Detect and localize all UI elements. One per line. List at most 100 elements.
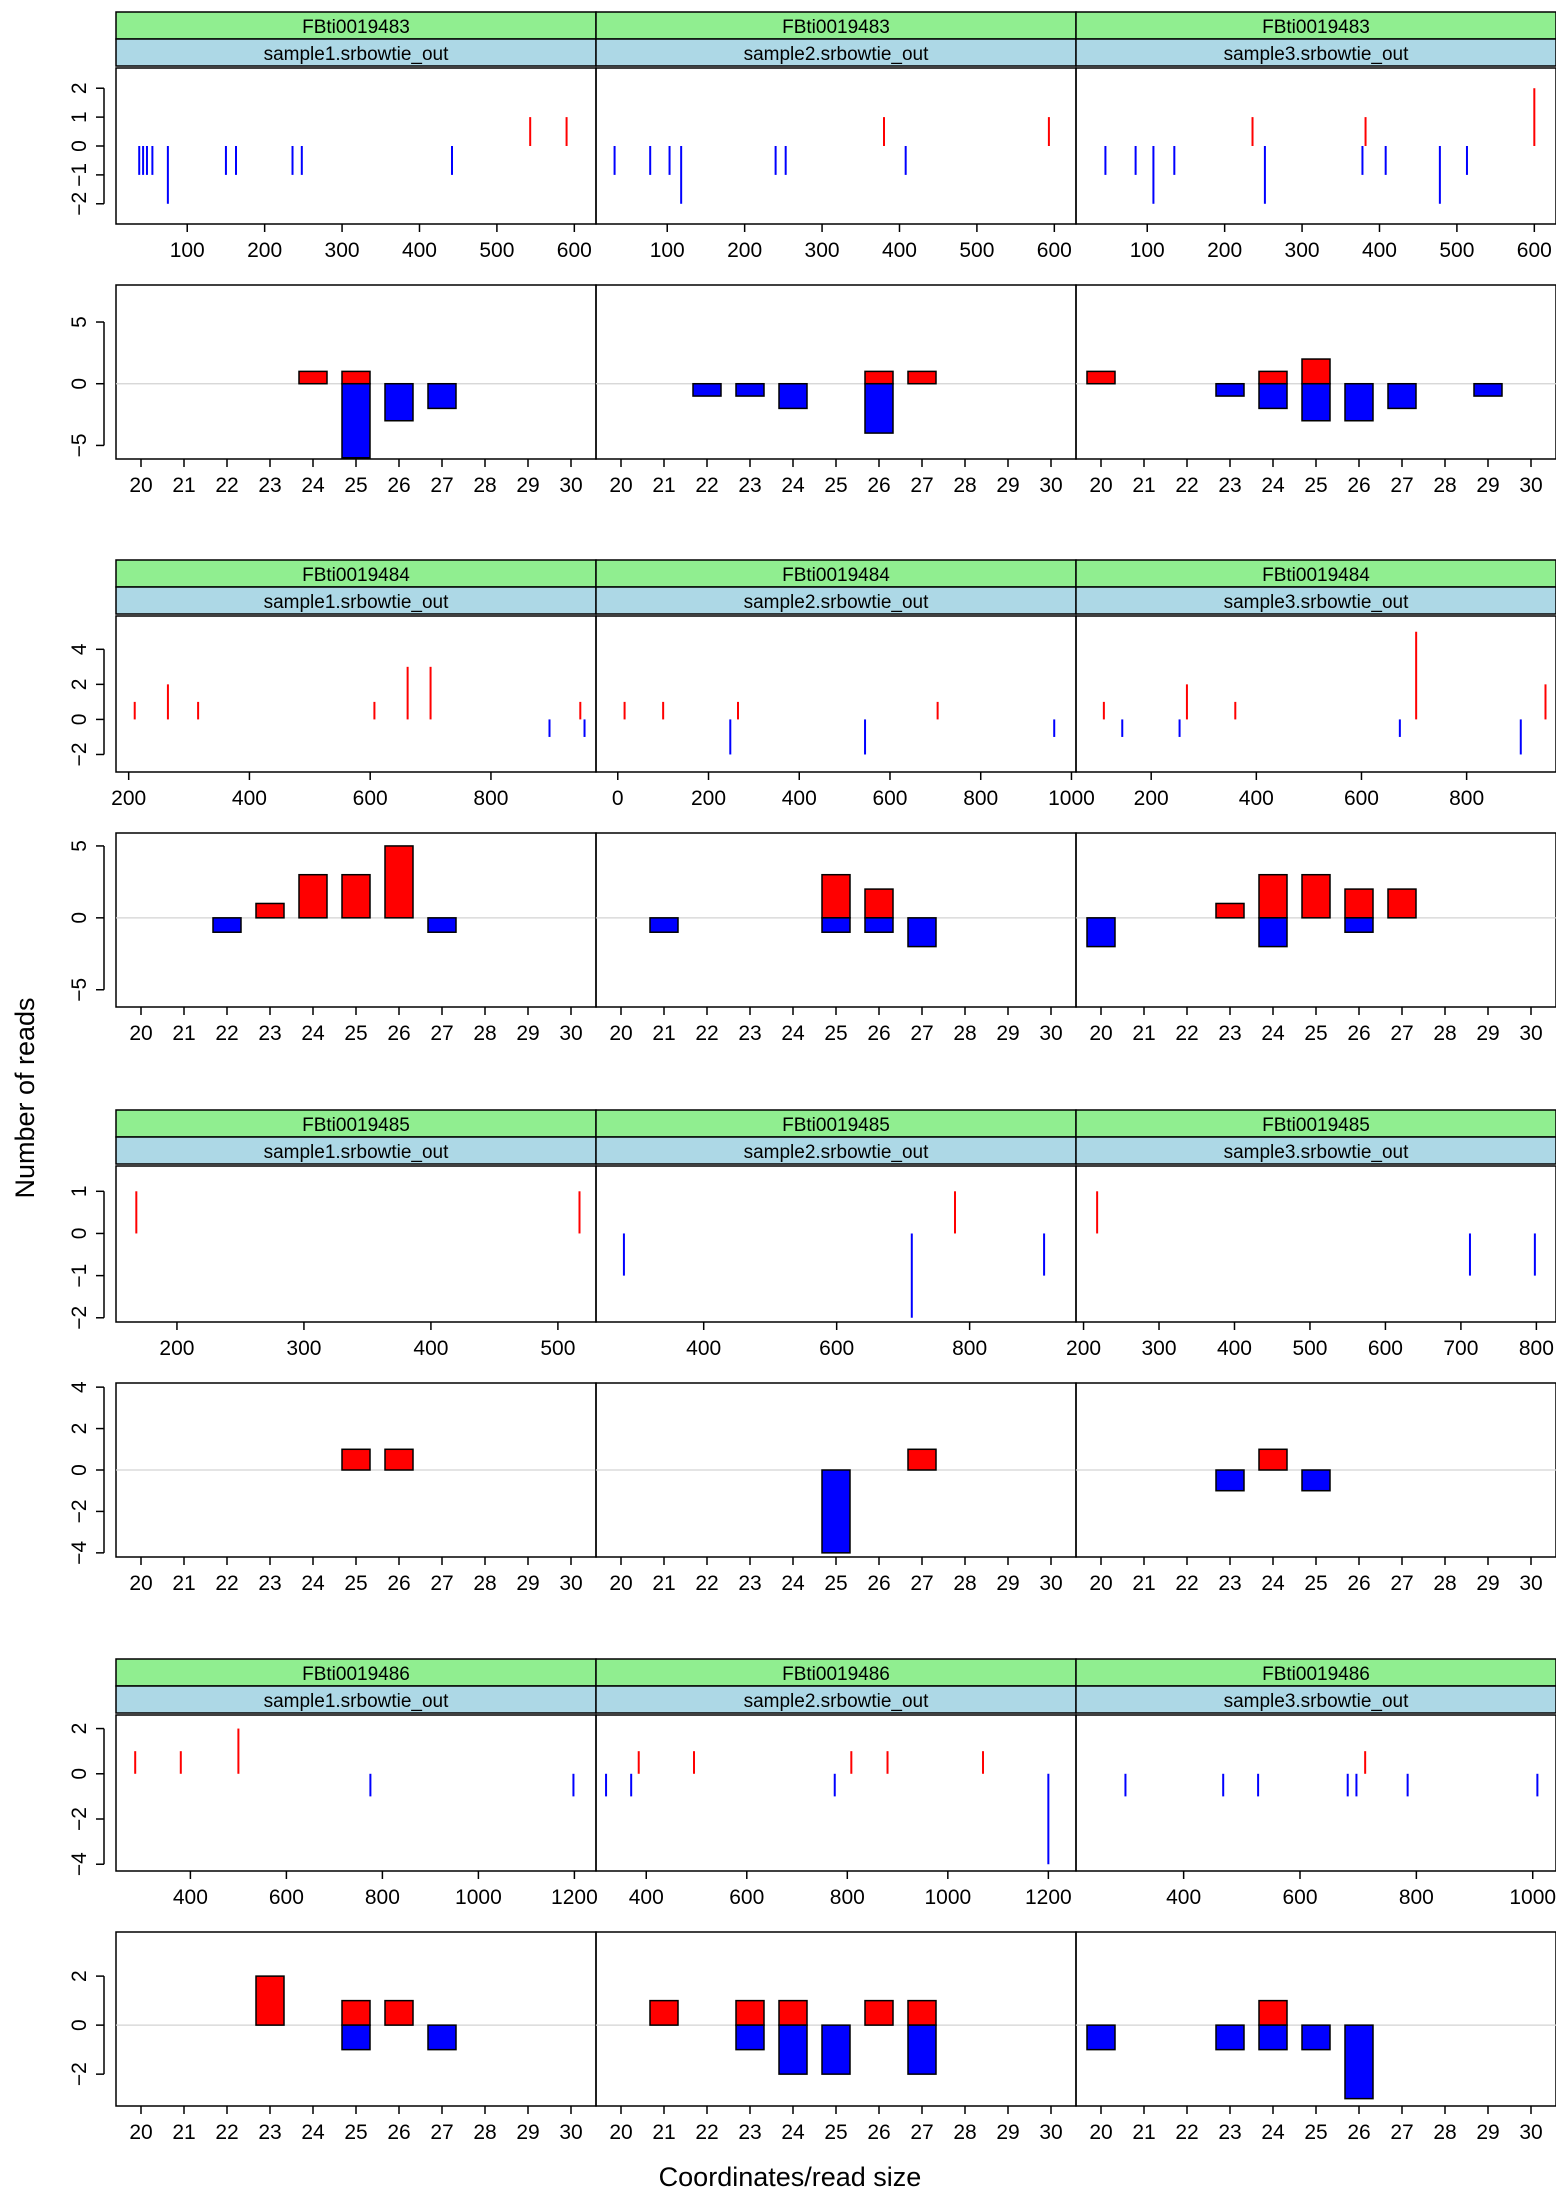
coverage-x-tick-label: 800	[1399, 1886, 1434, 1909]
size-x-tick-label: 23	[258, 1572, 281, 1595]
size-bar-positive	[1086, 370, 1116, 385]
size-x-tick-label: 25	[824, 1572, 847, 1595]
strip-sample	[1075, 586, 1556, 615]
size-bar-positive	[1301, 873, 1331, 919]
coverage-x-tick-label: 300	[805, 239, 840, 262]
size-bar-positive	[341, 1448, 371, 1471]
size-x-tick-label: 21	[172, 1572, 195, 1595]
size-x-tick-label: 27	[430, 2121, 453, 2144]
size-y-tick-label: −5	[68, 433, 91, 457]
size-y-tick-label: 5	[68, 316, 91, 328]
size-x-tick-label: 26	[1347, 1022, 1370, 1045]
size-x-tick-label: 21	[1132, 1572, 1155, 1595]
size-x-tick-label: 23	[1218, 474, 1241, 497]
size-x-tick-label: 29	[516, 474, 539, 497]
strip-element-label: FBti0019486	[302, 1664, 410, 1685]
size-y-tick-label: −5	[68, 978, 91, 1002]
size-bar-positive	[907, 370, 937, 385]
te-group-FBti0019483: FBti0019483 sample1.srbowtie_out FBti00194…	[68, 11, 1556, 497]
size-bar-positive	[1258, 873, 1288, 919]
size-x-tick-label: 27	[910, 1022, 933, 1045]
coverage-y-tick-label: 2	[68, 1723, 91, 1735]
size-x-tick-label: 26	[387, 1022, 410, 1045]
size-x-tick-label: 22	[215, 1572, 238, 1595]
size-x-tick-label: 26	[867, 474, 890, 497]
size-x-tick-label: 27	[910, 1572, 933, 1595]
size-x-tick-label: 26	[1347, 474, 1370, 497]
size-x-tick-label: 22	[1175, 474, 1198, 497]
size-bar-negative	[1258, 2024, 1288, 2051]
size-x-tick-label: 24	[1261, 474, 1285, 497]
strip-element-label: FBti0019485	[1262, 1115, 1370, 1136]
size-bar-negative	[821, 917, 851, 933]
size-x-tick-label: 27	[430, 1572, 453, 1595]
strip-sample-label: sample1.srbowtie_out	[264, 1691, 450, 1712]
coverage-x-tick-label: 200	[1207, 239, 1242, 262]
size-bar-negative	[1258, 917, 1288, 948]
size-x-tick-label: 29	[1476, 474, 1499, 497]
size-x-tick-label: 29	[1476, 2121, 1499, 2144]
size-x-tick-label: 23	[738, 1022, 761, 1045]
coverage-x-tick-label: 100	[170, 239, 205, 262]
coverage-x-tick-label: 800	[952, 1337, 987, 1360]
size-bar-positive	[1258, 370, 1288, 385]
coverage-x-tick-label: 600	[1517, 239, 1552, 262]
size-bar-negative	[735, 382, 765, 397]
strip-element-label: FBti0019485	[782, 1115, 890, 1136]
coverage-y-tick-label: 1	[68, 111, 91, 123]
coverage-y-tick-label: −2	[68, 1807, 91, 1831]
strip-sample-label: sample1.srbowtie_out	[264, 44, 450, 65]
coverage-x-tick-label: 600	[1282, 1886, 1317, 1909]
size-bar-negative	[1301, 382, 1331, 422]
size-y-tick-label: −2	[68, 1499, 91, 1523]
coverage-x-tick-label: 200	[691, 787, 726, 810]
size-x-tick-label: 21	[1132, 2121, 1155, 2144]
size-x-tick-label: 29	[516, 1572, 539, 1595]
strip-sample	[115, 586, 597, 615]
size-bar-positive	[1344, 888, 1374, 919]
size-bar-positive	[384, 845, 414, 919]
size-bar-negative	[735, 2024, 765, 2051]
size-bar-negative	[1301, 1469, 1331, 1492]
coverage-x-tick-label: 400	[686, 1337, 721, 1360]
size-bar-negative	[1473, 382, 1503, 397]
size-x-tick-label: 26	[387, 474, 410, 497]
size-bar-negative	[341, 382, 371, 459]
size-bar-positive	[1258, 1999, 1288, 2026]
size-x-tick-label: 25	[824, 474, 847, 497]
size-x-tick-label: 24	[781, 2121, 805, 2144]
coverage-y-tick-label: −2	[68, 1306, 91, 1330]
size-x-tick-label: 20	[129, 1022, 152, 1045]
size-x-tick-label: 24	[1261, 2121, 1285, 2144]
size-x-tick-label: 21	[172, 2121, 195, 2144]
size-bar-positive	[298, 873, 328, 919]
size-x-tick-label: 30	[1519, 1572, 1542, 1595]
coverage-y-tick-label: −4	[68, 1852, 91, 1876]
size-x-tick-label: 27	[1390, 1022, 1413, 1045]
size-y-tick-label: 5	[68, 840, 91, 852]
coverage-x-tick-label: 400	[1239, 787, 1274, 810]
size-x-tick-label: 23	[258, 2121, 281, 2144]
strip-element-label: FBti0019484	[1262, 565, 1370, 586]
strip-sample-label: sample2.srbowtie_out	[744, 592, 930, 613]
strip-element-label: FBti0019484	[782, 565, 890, 586]
size-x-tick-label: 28	[473, 2121, 496, 2144]
size-x-tick-label: 30	[559, 1572, 582, 1595]
size-x-tick-label: 30	[1039, 1022, 1062, 1045]
size-x-tick-label: 25	[824, 1022, 847, 1045]
coverage-y-tick-label: 0	[68, 1768, 91, 1780]
size-bar-negative	[1301, 2024, 1331, 2051]
size-x-tick-label: 22	[1175, 2121, 1198, 2144]
strip-element	[1075, 11, 1556, 40]
coverage-panel-frame	[1075, 1714, 1556, 1872]
size-y-tick-label: 0	[68, 912, 91, 924]
size-bar-positive	[384, 1448, 414, 1471]
size-bar-positive	[864, 1999, 894, 2026]
strip-element-label: FBti0019483	[1262, 17, 1370, 38]
size-y-tick-label: −2	[68, 2062, 91, 2086]
size-y-tick-label: 0	[68, 378, 91, 390]
size-x-tick-label: 27	[1390, 1572, 1413, 1595]
coverage-x-tick-label: 200	[727, 239, 762, 262]
coverage-y-tick-label: 0	[68, 714, 91, 726]
coverage-x-tick-label: 800	[1449, 787, 1484, 810]
